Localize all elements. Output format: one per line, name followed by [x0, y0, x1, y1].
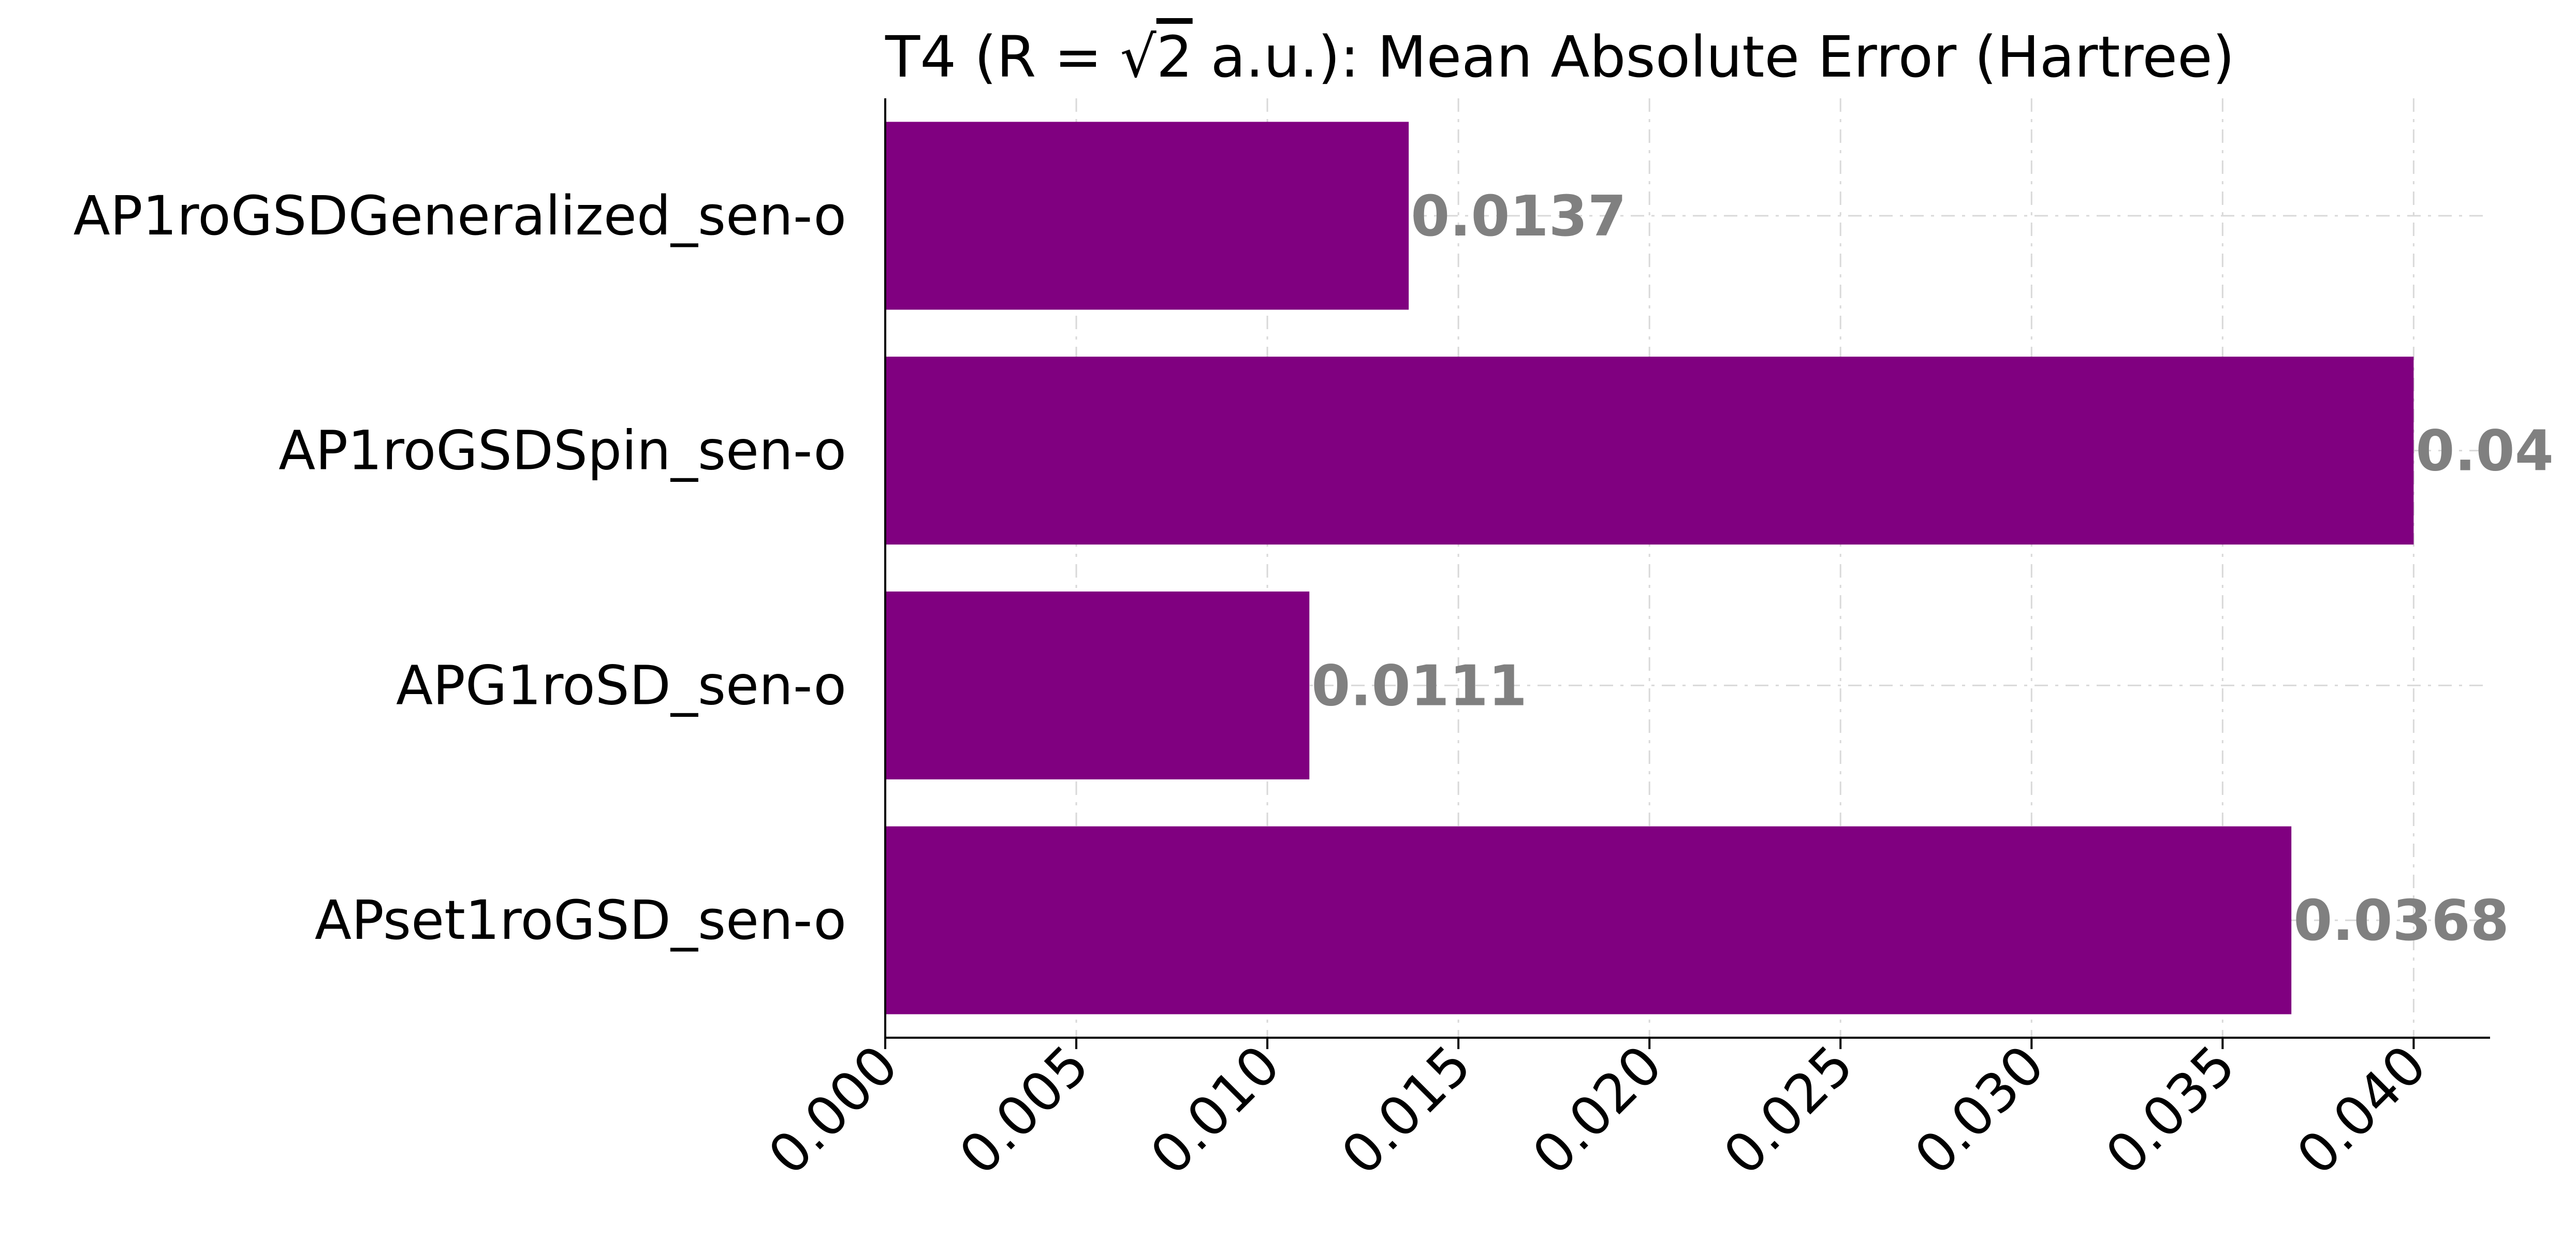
category-label: APG1roSD_sen-o: [396, 654, 846, 717]
axes: [884, 98, 2490, 1049]
category-label: AP1roGSDSpin_sen-o: [279, 419, 846, 482]
x-tick-label: 0.010: [1138, 1033, 1292, 1187]
x-tick-label: 0.000: [756, 1033, 910, 1187]
bar: [885, 591, 1310, 779]
chart-title-suffix: a.u.): Mean Absolute Error (Hartree): [1193, 24, 2235, 90]
category-label: APset1roGSD_sen-o: [315, 889, 846, 952]
bar: [885, 826, 2292, 1014]
chart-title-radicand: 2: [1157, 24, 1193, 90]
bars: [885, 122, 2414, 1014]
x-tick-label: 0.030: [1902, 1033, 2056, 1187]
value-label: 0.04: [2416, 419, 2553, 484]
bar: [885, 122, 1409, 310]
category-label: AP1roGSDGeneralized_sen-o: [74, 184, 846, 247]
chart-title-radical: √: [1120, 24, 1157, 90]
chart-title: T4 (R = √2 a.u.): Mean Absolute Error (H…: [885, 24, 2235, 90]
x-tick-label: 0.020: [1520, 1033, 1674, 1187]
value-label: 0.0111: [1311, 654, 1527, 718]
bar: [885, 357, 2414, 545]
x-tick-label: 0.035: [2094, 1033, 2247, 1187]
x-tick-label: 0.025: [1711, 1033, 1865, 1187]
chart-title-prefix: T4 (R =: [885, 24, 1120, 90]
x-tick-label: 0.015: [1329, 1033, 1483, 1187]
value-label: 0.0368: [2293, 889, 2509, 953]
x-tick-label: 0.005: [947, 1033, 1101, 1187]
value-label: 0.0137: [1411, 184, 1627, 249]
x-tick-label: 0.040: [2285, 1033, 2438, 1187]
